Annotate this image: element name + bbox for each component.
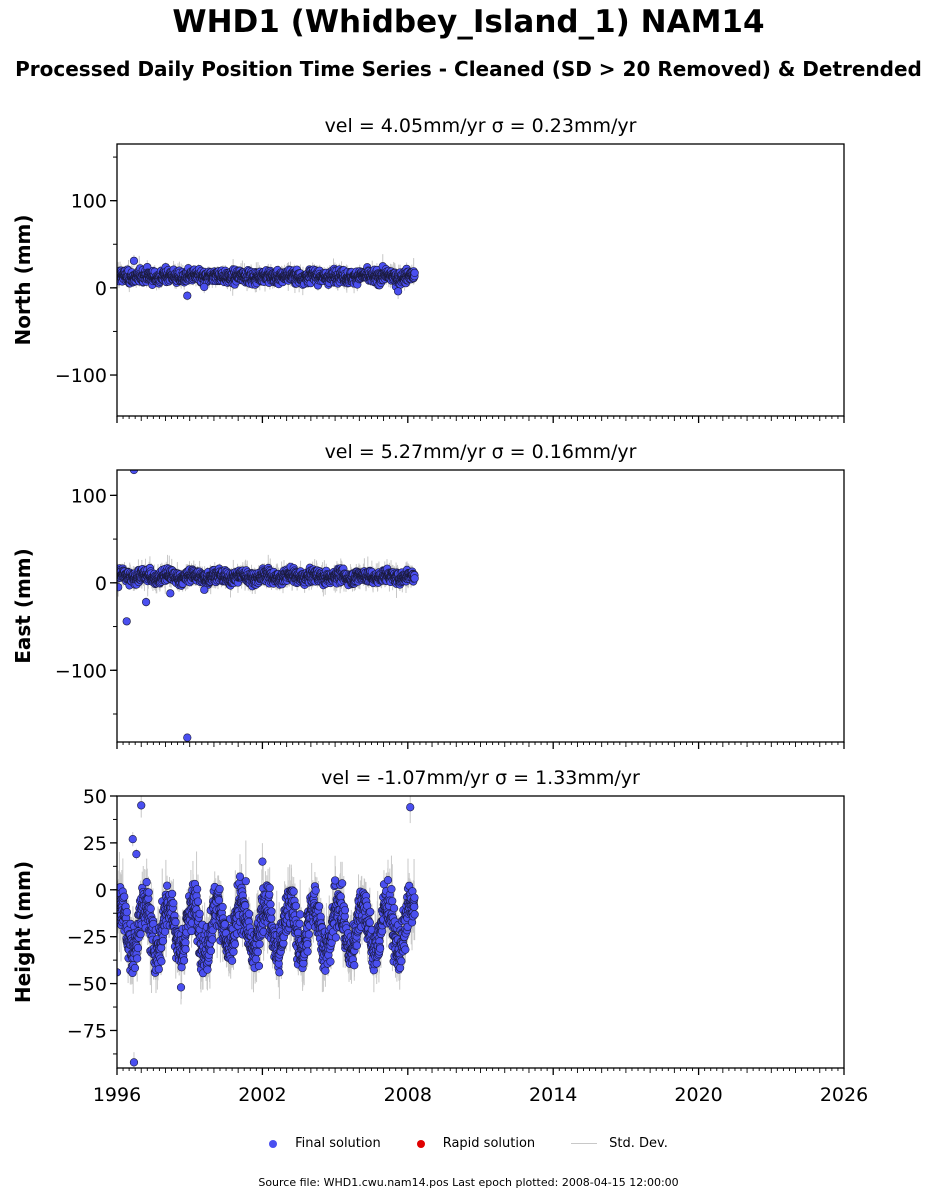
- final-solution-points: [117, 470, 419, 742]
- page-title: WHD1 (Whidbey_Island_1) NAM14: [172, 4, 765, 40]
- y-tick-label: −100: [55, 365, 107, 387]
- y-axis-label: East (mm): [11, 548, 35, 664]
- final-solution-points: [117, 256, 419, 300]
- data-point: [200, 282, 209, 292]
- time-series-charts: vel = 4.05mm/yr σ = 0.23mm/yr North (mm)−…: [11, 115, 868, 1106]
- plot-area: [117, 254, 419, 301]
- page-subtitle: Processed Daily Position Time Series - C…: [15, 57, 922, 81]
- data-point: [394, 287, 403, 296]
- y-tick-label: 0: [95, 278, 107, 300]
- panel-title: vel = 5.27mm/yr σ = 0.16mm/yr: [325, 441, 637, 463]
- panel-title: vel = 4.05mm/yr σ = 0.23mm/yr: [325, 115, 637, 137]
- data-point: [410, 268, 419, 278]
- std-dev-bars: [117, 470, 416, 739]
- plot-area: [117, 470, 419, 742]
- chart-panel-1: vel = 4.05mm/yr σ = 0.23mm/yr North (mm)−…: [11, 115, 845, 423]
- data-point: [129, 256, 139, 265]
- data-point: [183, 291, 192, 300]
- y-tick-label: 100: [71, 191, 107, 213]
- y-axis-label: North (mm): [11, 214, 35, 345]
